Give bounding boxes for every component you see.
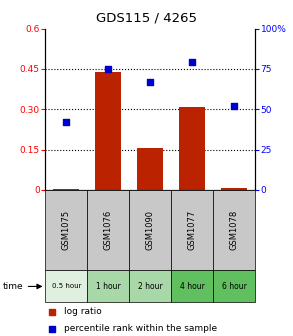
Bar bbox=[213, 190, 255, 270]
Text: 6 hour: 6 hour bbox=[222, 282, 246, 291]
Point bbox=[106, 66, 111, 72]
Text: percentile rank within the sample: percentile rank within the sample bbox=[64, 324, 217, 333]
Text: GSM1090: GSM1090 bbox=[146, 210, 155, 250]
Point bbox=[231, 103, 236, 109]
Bar bbox=[87, 190, 129, 270]
Text: 4 hour: 4 hour bbox=[180, 282, 205, 291]
Bar bbox=[221, 188, 247, 190]
Bar bbox=[213, 270, 255, 302]
Text: GSM1078: GSM1078 bbox=[229, 210, 239, 250]
Text: 2 hour: 2 hour bbox=[138, 282, 163, 291]
Point bbox=[64, 119, 69, 125]
Bar bbox=[171, 190, 213, 270]
Bar bbox=[137, 148, 163, 190]
Bar bbox=[95, 72, 121, 190]
Text: 1 hour: 1 hour bbox=[96, 282, 121, 291]
Bar bbox=[129, 190, 171, 270]
Text: time: time bbox=[3, 282, 23, 291]
Bar bbox=[129, 270, 171, 302]
Text: GSM1077: GSM1077 bbox=[188, 210, 197, 250]
Point bbox=[148, 79, 152, 84]
Bar bbox=[45, 190, 87, 270]
Point bbox=[49, 326, 54, 331]
Bar bbox=[179, 107, 205, 190]
Bar bbox=[53, 189, 79, 190]
Text: GSM1076: GSM1076 bbox=[104, 210, 113, 250]
Bar bbox=[171, 270, 213, 302]
Bar bbox=[45, 270, 87, 302]
Text: GSM1075: GSM1075 bbox=[62, 210, 71, 250]
Point bbox=[49, 309, 54, 314]
Text: log ratio: log ratio bbox=[64, 307, 102, 316]
Point bbox=[190, 60, 195, 65]
Bar bbox=[87, 270, 129, 302]
Text: GDS115 / 4265: GDS115 / 4265 bbox=[96, 12, 197, 25]
Text: 0.5 hour: 0.5 hour bbox=[52, 284, 81, 289]
